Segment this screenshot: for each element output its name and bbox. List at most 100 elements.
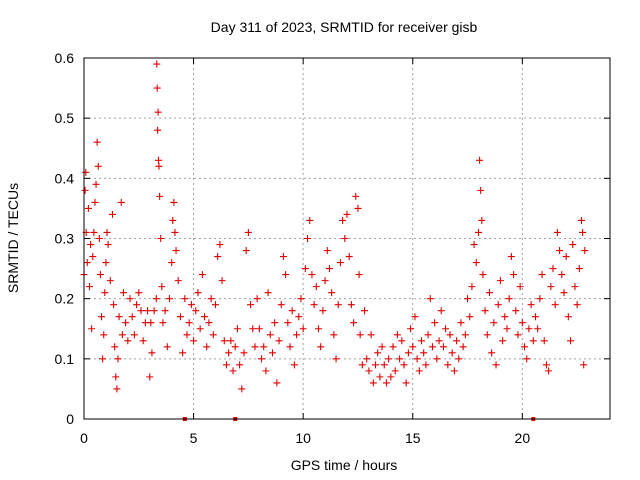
data-point <box>341 235 349 242</box>
data-point <box>90 228 98 236</box>
data-point <box>315 325 323 333</box>
data-point <box>216 241 224 249</box>
data-point <box>382 379 390 387</box>
data-point <box>260 343 268 351</box>
data-point <box>439 343 447 351</box>
data-point <box>450 367 458 375</box>
data-point <box>527 301 535 309</box>
data-point <box>459 343 467 351</box>
data-point <box>304 235 312 242</box>
data-point <box>529 337 537 345</box>
data-point <box>319 307 327 315</box>
data-point <box>345 253 353 261</box>
data-point <box>455 355 463 363</box>
data-point <box>501 313 509 321</box>
data-point <box>214 253 222 261</box>
data-point <box>242 247 250 255</box>
data-point <box>369 379 377 387</box>
data-point <box>83 259 91 267</box>
data-point <box>154 108 162 116</box>
data-point <box>468 283 476 291</box>
data-point <box>488 349 496 357</box>
data-point <box>545 367 553 375</box>
data-point <box>293 331 301 339</box>
data-point <box>422 361 430 369</box>
data-point <box>168 259 176 267</box>
data-point <box>277 301 285 309</box>
data-point <box>147 319 155 327</box>
data-point <box>103 228 111 236</box>
gridlines <box>84 58 610 419</box>
data-point <box>376 373 384 381</box>
data-point <box>201 313 209 321</box>
data-point <box>512 307 520 315</box>
data-point <box>363 355 371 363</box>
data-point <box>564 313 572 321</box>
data-point <box>556 247 564 255</box>
data-point <box>549 265 557 273</box>
data-point <box>336 259 344 267</box>
data-point <box>179 349 187 357</box>
x-axis: 0 5 10 15 20 <box>80 58 530 446</box>
data-point <box>112 373 120 381</box>
data-point <box>301 265 309 273</box>
data-point <box>198 271 206 279</box>
data-point <box>431 319 439 327</box>
data-point <box>308 271 316 279</box>
data-point <box>158 283 166 291</box>
data-point <box>146 373 154 381</box>
data-point <box>99 355 107 363</box>
data-point <box>483 331 491 339</box>
data-point <box>464 295 472 303</box>
data-point <box>551 301 559 309</box>
data-point <box>156 192 164 200</box>
data-point <box>367 331 375 339</box>
data-point <box>137 307 145 315</box>
y-tick-label: 0.4 <box>55 170 75 186</box>
data-point <box>514 331 522 339</box>
data-point <box>153 84 161 92</box>
data-point <box>153 60 161 68</box>
data-point <box>321 277 329 285</box>
data-point <box>328 289 336 297</box>
data-point <box>113 385 121 393</box>
data-point <box>507 253 515 261</box>
data-point <box>203 343 211 351</box>
data-point <box>492 361 500 369</box>
data-point <box>323 247 331 255</box>
data-point <box>192 307 200 315</box>
data-point <box>404 349 412 357</box>
data-point <box>187 301 195 309</box>
data-point <box>271 319 279 327</box>
data-point <box>130 331 138 339</box>
data-point <box>244 228 252 236</box>
data-point <box>225 349 233 357</box>
data-point <box>418 337 426 345</box>
data-point <box>94 162 102 170</box>
data-point <box>350 319 358 327</box>
data-point <box>437 307 445 315</box>
data-point <box>312 283 320 291</box>
data-point <box>453 337 461 345</box>
data-point <box>478 216 486 224</box>
data-point <box>212 301 219 309</box>
data-point <box>154 126 162 134</box>
data-point <box>361 307 369 315</box>
data-point <box>481 307 489 315</box>
data-point <box>183 331 191 339</box>
data-point <box>108 210 116 218</box>
data-point <box>407 325 415 333</box>
data-point <box>102 259 110 267</box>
data-point <box>426 295 434 303</box>
y-tick-label: 0.5 <box>55 110 75 126</box>
data-point <box>148 349 156 357</box>
data-point <box>268 349 276 357</box>
data-point <box>389 343 397 351</box>
data-point <box>139 337 147 345</box>
data-point <box>580 361 588 369</box>
data-point <box>95 235 103 242</box>
data-point <box>354 204 362 212</box>
data-point <box>578 216 586 224</box>
data-point <box>347 301 355 309</box>
data-point <box>82 168 90 176</box>
